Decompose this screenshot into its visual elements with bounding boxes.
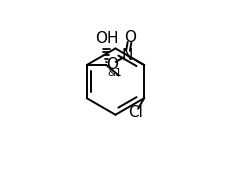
Text: Cl: Cl bbox=[128, 105, 143, 120]
Text: &1: &1 bbox=[107, 68, 121, 78]
Text: O: O bbox=[105, 57, 117, 72]
Text: O: O bbox=[124, 30, 136, 45]
Text: OH: OH bbox=[95, 31, 118, 46]
Text: N: N bbox=[121, 48, 132, 63]
